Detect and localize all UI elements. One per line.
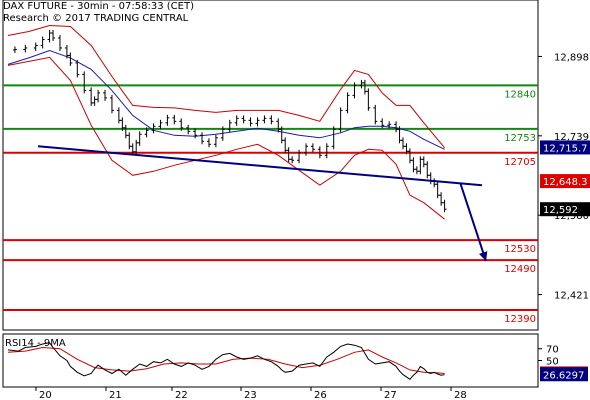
- x-axis: 20 21 22 23 26 27 28: [35, 387, 467, 400]
- y-tick-label: 12,580: [554, 211, 589, 222]
- forecast-arrow-head: [479, 251, 488, 262]
- value-badge-label: 12,648.3: [543, 177, 588, 188]
- rsi-panel-label: RSI14 - 9MA: [5, 338, 66, 349]
- level-label-12753: 12753: [504, 133, 536, 144]
- value-badge-label: 12,592: [543, 205, 578, 216]
- value-badge-label: 26.6297: [543, 370, 584, 381]
- level-label-12705: 12705: [504, 157, 536, 168]
- descending-trendline: [37, 145, 483, 187]
- value-badge: [540, 140, 590, 155]
- main-price-panel: 12,898 12,739 12,580 12,421 12840 12753 12705 1…: [2, 0, 590, 331]
- main-panel-frame: [2, 0, 539, 331]
- value-badge: [540, 202, 590, 217]
- value-badge: [540, 174, 590, 189]
- level-label-12840: 12840: [504, 89, 536, 100]
- x-tick-label: 27: [384, 390, 397, 400]
- rsi-y-tick-label: 50: [546, 357, 559, 368]
- chart-header-copyright: Research © 2017 TRADING CENTRAL: [3, 13, 189, 24]
- level-label-12390: 12390: [504, 314, 536, 325]
- y-tick-label: 12,739: [554, 132, 589, 143]
- y-tick-label: 12,421: [554, 291, 589, 302]
- x-tick-label: 26: [314, 390, 327, 400]
- x-tick-label: 28: [454, 390, 467, 400]
- bollinger-upper-line: [7, 24, 445, 149]
- forecast-arrow-line: [459, 182, 487, 262]
- bollinger-lower-line: [7, 56, 445, 220]
- rsi-line: [7, 342, 445, 380]
- value-badge: [540, 367, 588, 382]
- level-label-12490: 12490: [504, 264, 536, 275]
- moving-average-line: [7, 49, 445, 150]
- rsi-y-tick-label: 70: [546, 345, 559, 356]
- x-tick-label: 23: [244, 390, 257, 400]
- x-tick-label: 20: [39, 390, 52, 400]
- chart-header-title: DAX FUTURE - 30min - 07:58:33 (CET): [3, 1, 194, 12]
- y-tick-label: 12,898: [554, 52, 589, 63]
- x-tick-label: 22: [175, 390, 188, 400]
- level-label-12530: 12530: [504, 244, 536, 255]
- x-tick-label: 21: [109, 390, 122, 400]
- value-badge-label: 12,715.7: [543, 143, 588, 154]
